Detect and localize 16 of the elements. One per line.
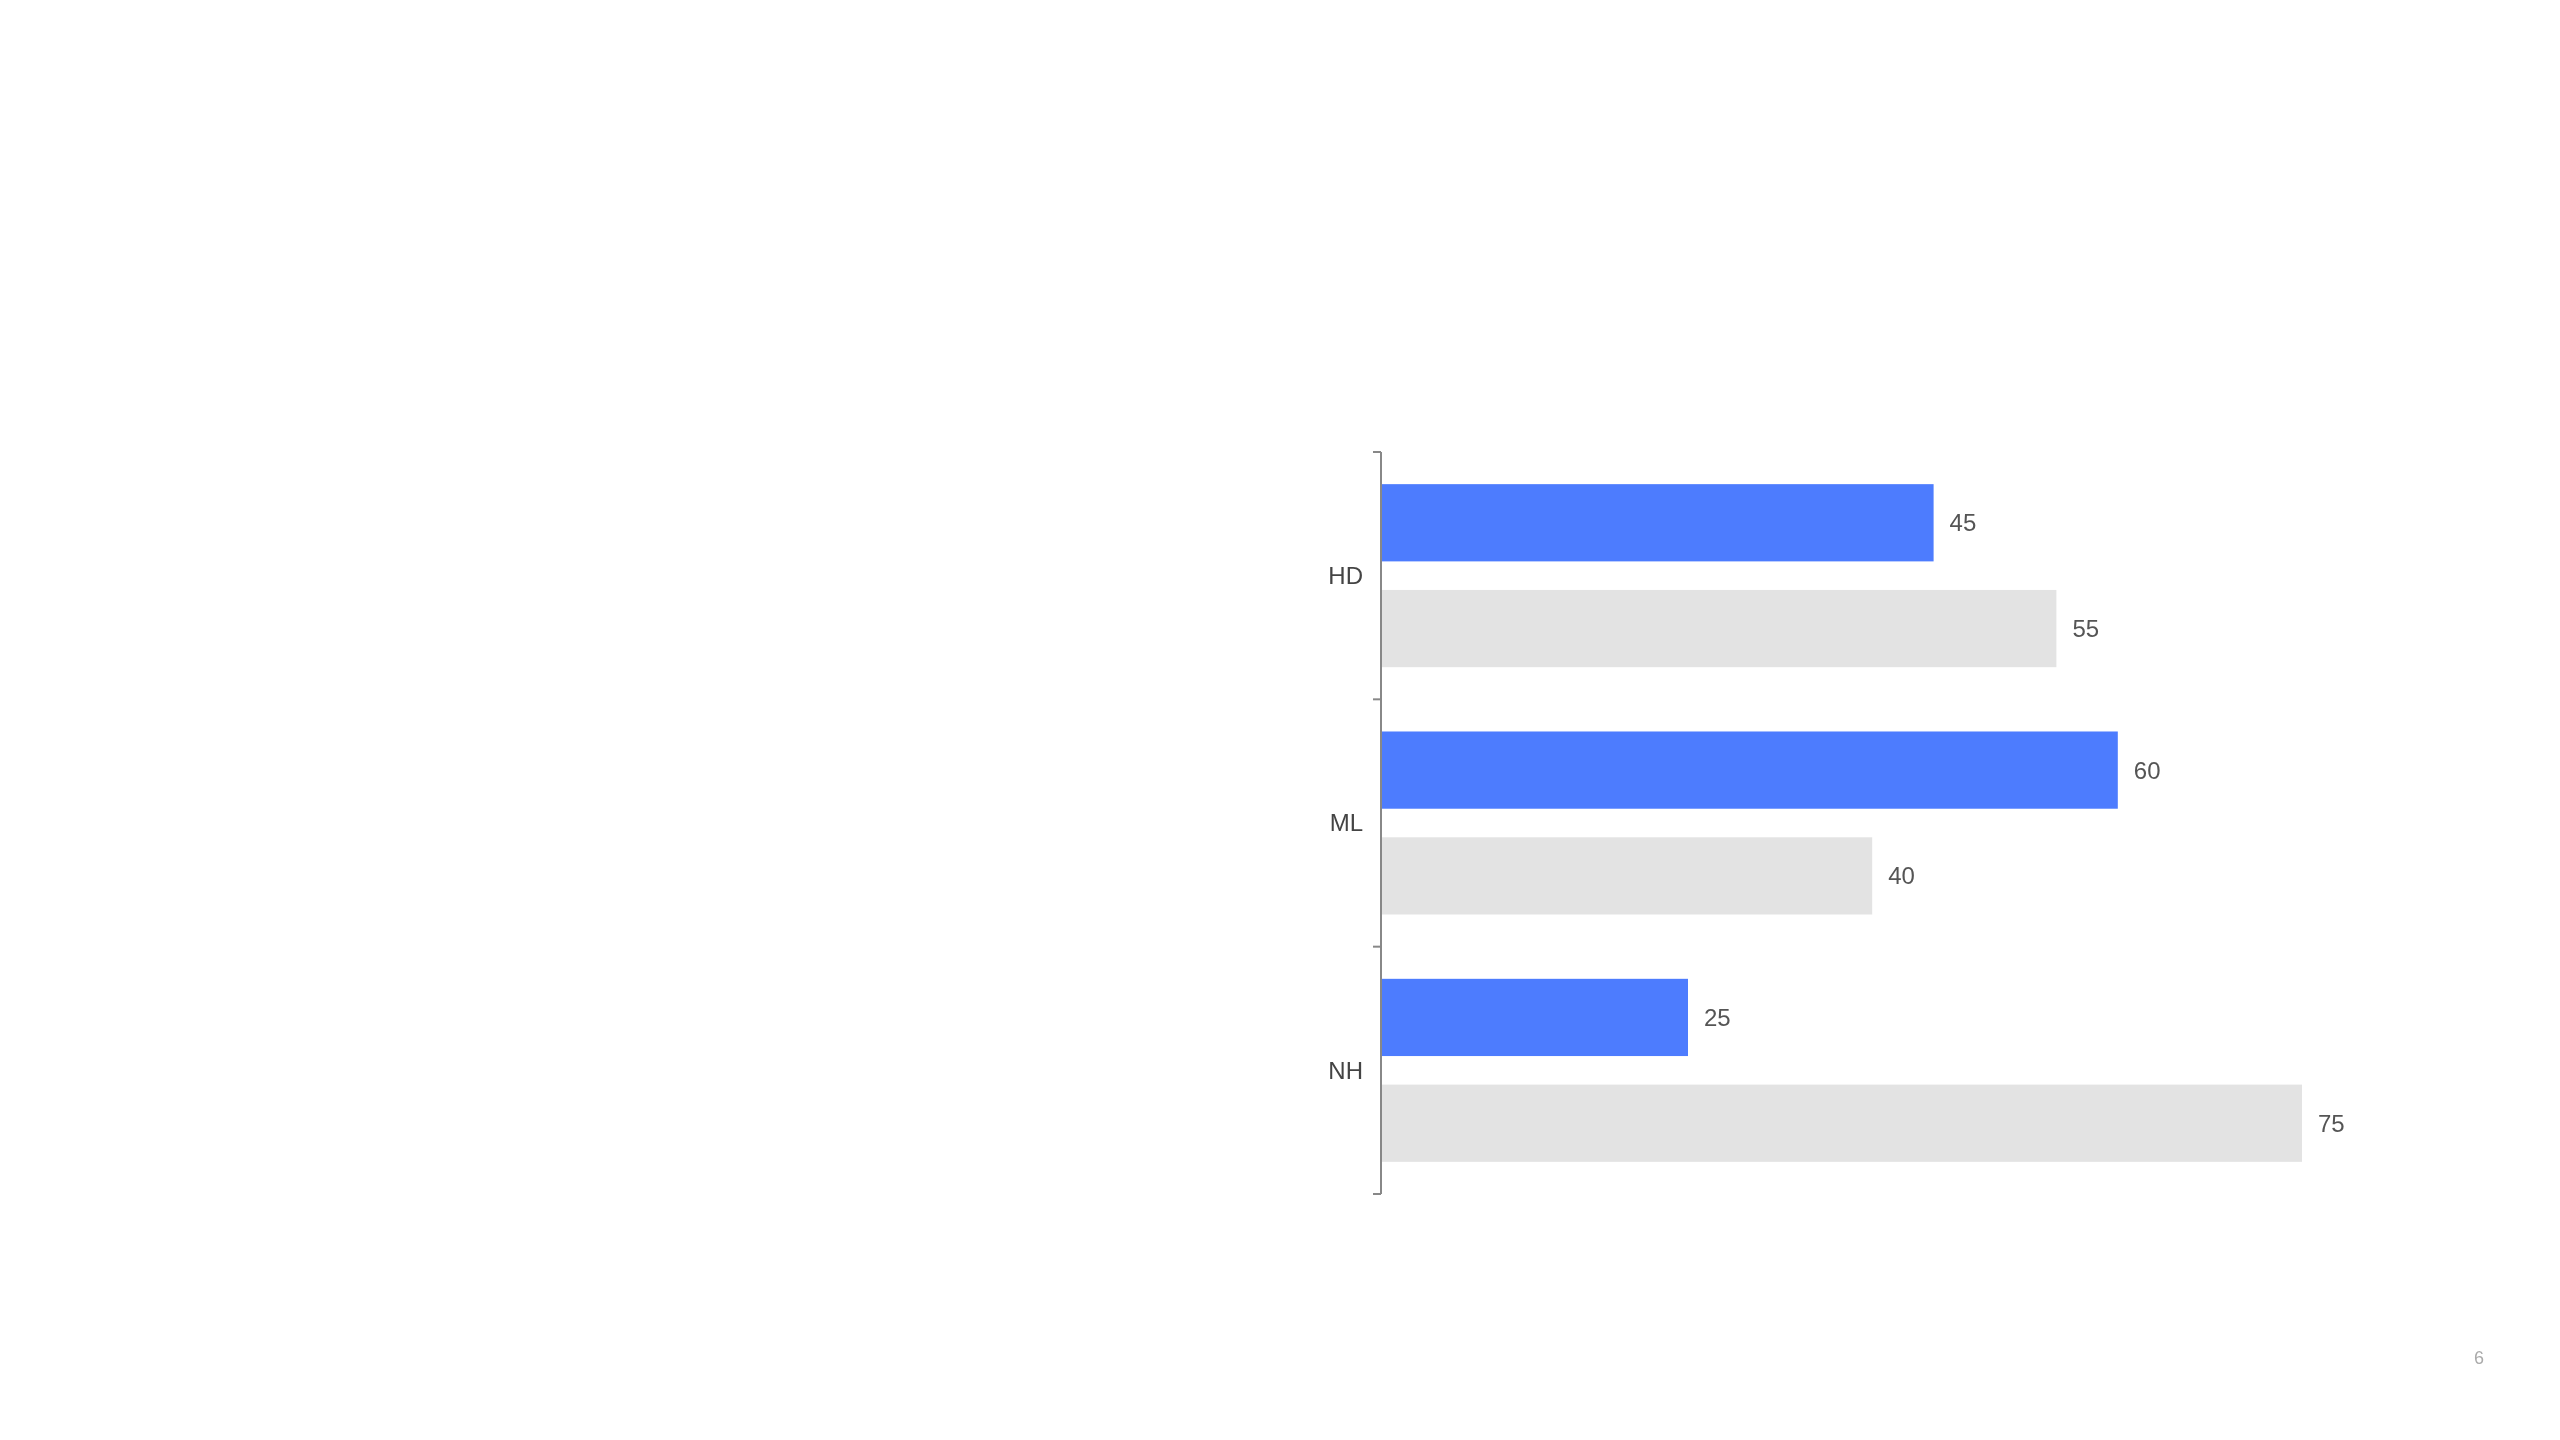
text: 6 [2473, 1348, 2484, 1368]
y-tick-label: ML [1329, 809, 1363, 837]
bar [1381, 1084, 2302, 1162]
data-label: 55 [2072, 614, 2100, 642]
y-tick-label: HD [1328, 562, 1363, 590]
data-label: 75 [2318, 1109, 2345, 1137]
bar [1381, 731, 2118, 809]
bar [1381, 978, 1688, 1057]
bar [1381, 837, 1873, 915]
data-label: 60 [2133, 756, 2161, 784]
data-label: 25 [1704, 1003, 1731, 1031]
bar [1381, 484, 1934, 562]
bar [1381, 589, 2057, 668]
data-label: 45 [1949, 509, 1977, 537]
y-tick-label: NH [1328, 1056, 1363, 1084]
data-label: 40 [1888, 862, 1915, 890]
